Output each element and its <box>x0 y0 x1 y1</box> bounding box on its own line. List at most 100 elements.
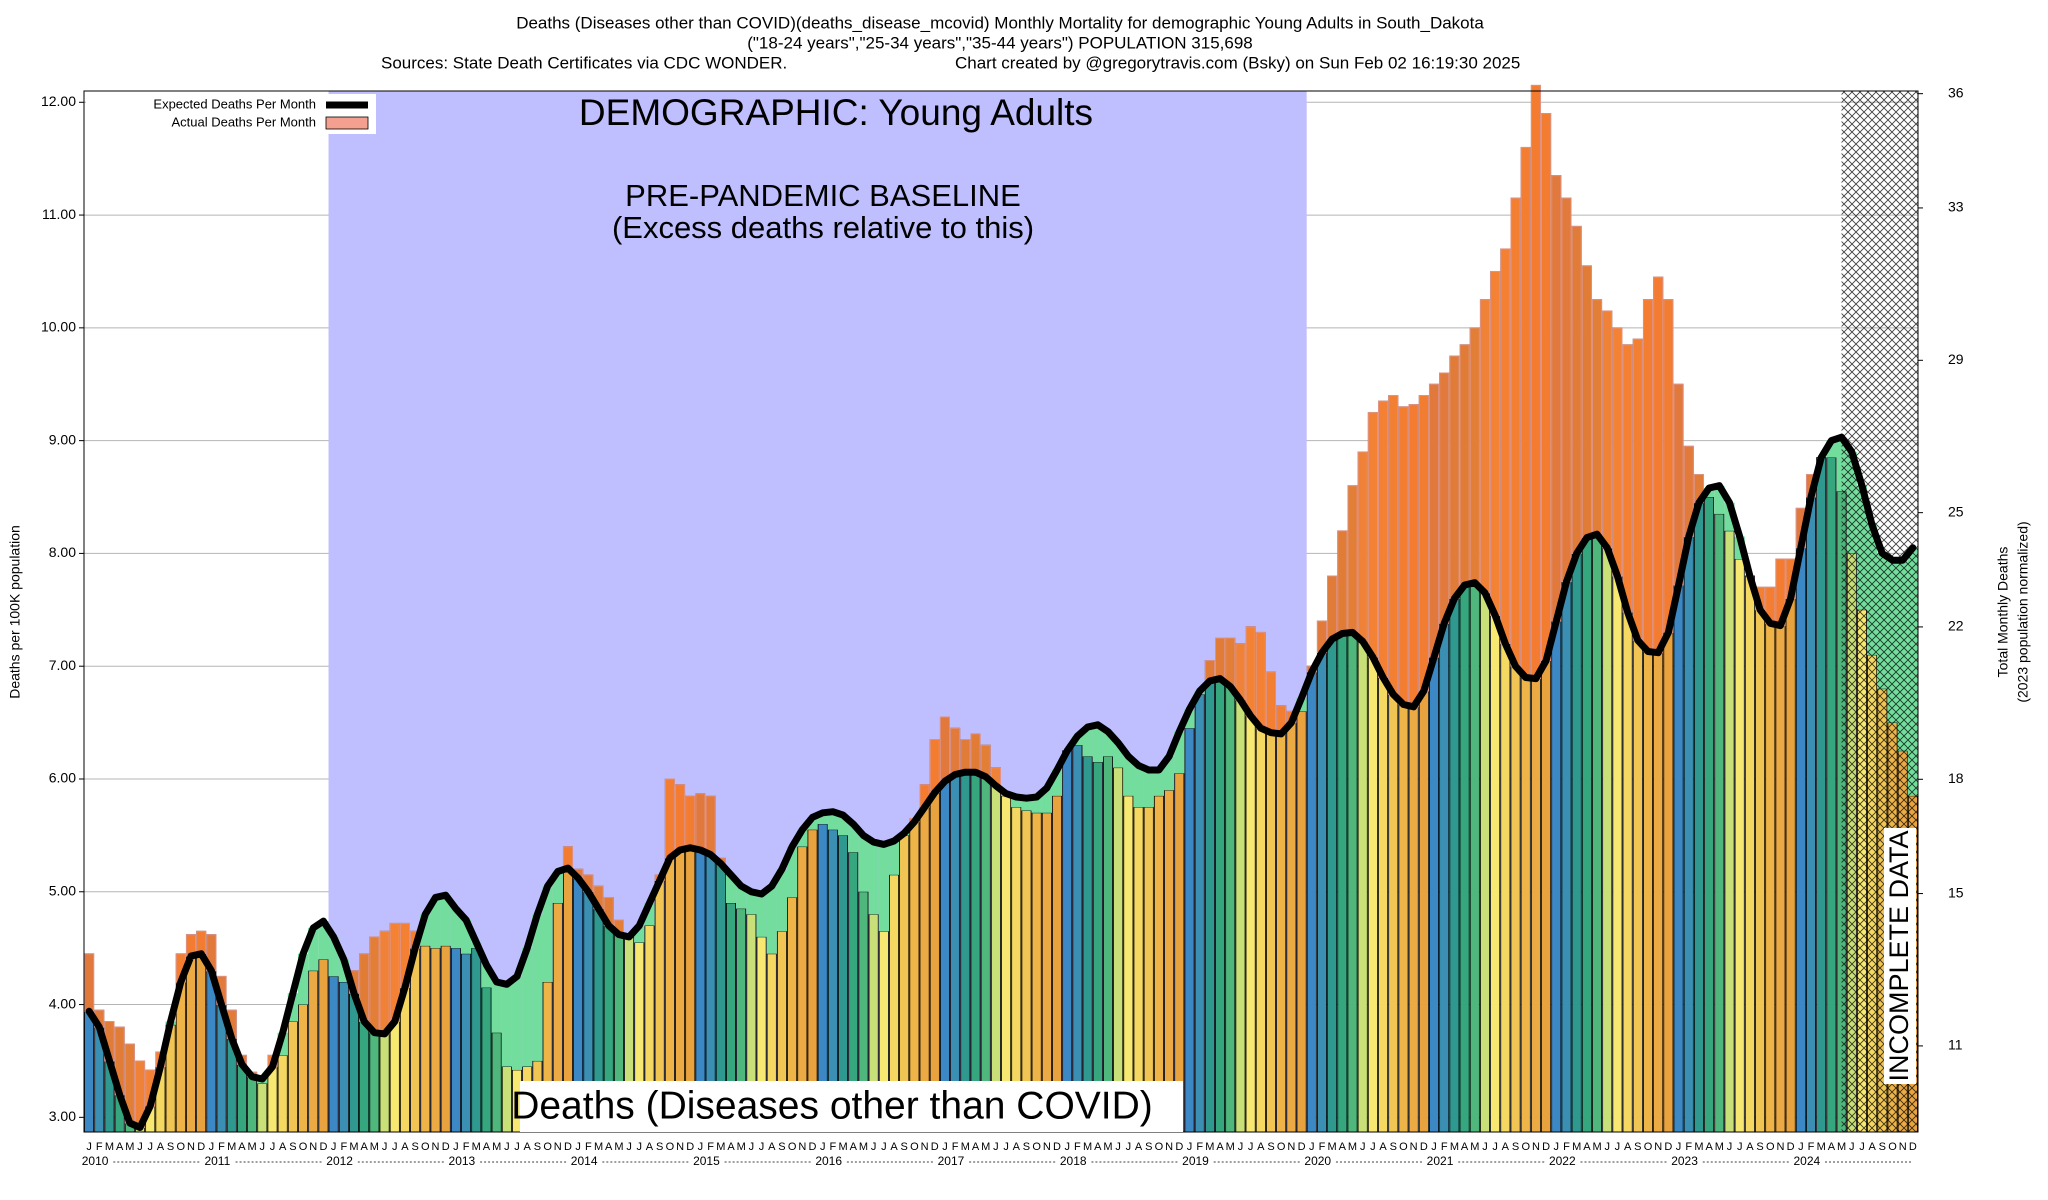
year-label: 2012 <box>326 1154 353 1168</box>
deficit-segment <box>420 914 431 946</box>
x-tick-label: J <box>331 1141 337 1153</box>
excess-segment <box>1653 276 1664 654</box>
year-label: 2023 <box>1671 1154 1698 1168</box>
excess-segment <box>1530 84 1542 680</box>
x-tick-label: J <box>1604 1141 1610 1153</box>
year-label: 2019 <box>1182 1154 1209 1168</box>
x-tick-label: J <box>382 1141 388 1153</box>
x-tick-label: J <box>1003 1141 1009 1153</box>
bar <box>1184 727 1195 1133</box>
x-tick-label: M <box>1572 1141 1581 1153</box>
x-tick-label: D <box>1542 1141 1550 1153</box>
x-tick-label: A <box>1257 1141 1265 1153</box>
deficit-segment <box>1714 485 1725 514</box>
excess-segment <box>1327 575 1338 640</box>
bar <box>1693 474 1704 1133</box>
x-tick-label: O <box>1032 1141 1041 1153</box>
x-tick-label: J <box>1248 1141 1254 1153</box>
baseline-annotation: PRE-PANDEMIC BASELINE <box>625 178 1021 213</box>
y-axis-label: Deaths per 100K population <box>7 525 23 699</box>
x-tick-label: F <box>96 1141 103 1153</box>
excess-segment <box>1479 299 1491 594</box>
bar <box>1775 558 1786 1133</box>
deficit-segment <box>817 812 828 825</box>
x-tick-label: J <box>209 1141 215 1153</box>
excess-segment <box>685 795 696 849</box>
excess-segment <box>939 716 951 782</box>
bar <box>919 784 930 1133</box>
x-tick-label: A <box>279 1141 287 1153</box>
excess-segment <box>1225 637 1236 688</box>
x-tick-label: J <box>749 1141 755 1153</box>
x-tick-label: S <box>1267 1141 1274 1153</box>
x-tick-label: D <box>809 1141 817 1153</box>
x-tick-label: M <box>594 1141 603 1153</box>
year-label: 2014 <box>571 1154 598 1168</box>
deficit-segment <box>746 891 757 915</box>
excess-segment <box>1347 485 1358 633</box>
x-tick-label: N <box>432 1141 440 1153</box>
deficit-segment <box>1184 709 1195 729</box>
excess-segment <box>1581 265 1592 539</box>
excess-segment <box>1520 146 1531 678</box>
x-tick-label: A <box>361 1141 369 1153</box>
x-tick-label: M <box>227 1141 236 1153</box>
deficit-segment <box>1153 769 1165 796</box>
bar <box>1296 710 1307 1133</box>
x-tick-label: O <box>543 1141 552 1153</box>
bar <box>1174 772 1185 1133</box>
deficit-segment <box>1133 765 1144 808</box>
deficit-segment <box>736 886 747 909</box>
bar <box>1816 457 1827 1133</box>
legend-swatch <box>325 116 369 130</box>
bar <box>1286 710 1297 1133</box>
x-tick-label: M <box>1103 1141 1112 1153</box>
deficit-segment <box>848 824 859 853</box>
x-tick-label: J <box>1859 1141 1865 1153</box>
bar <box>1306 665 1317 1133</box>
bar <box>1062 750 1073 1133</box>
excess-segment <box>1357 451 1368 642</box>
x-tick-label: M <box>716 1141 725 1153</box>
x-tick-label: A <box>1461 1141 1469 1153</box>
x-tick-label: S <box>1145 1141 1152 1153</box>
excess-segment <box>1602 310 1613 549</box>
bar <box>1806 474 1817 1133</box>
x-tick-label: D <box>1420 1141 1428 1153</box>
bar <box>1316 620 1327 1133</box>
deficit-segment <box>297 953 309 1005</box>
bar <box>1785 558 1796 1133</box>
bar <box>970 733 981 1133</box>
incomplete-box <box>1884 828 1916 1084</box>
bar <box>308 970 319 1133</box>
x-tick-label: J <box>1849 1141 1855 1153</box>
x-tick-label: J <box>942 1141 948 1153</box>
year-label: 2018 <box>1060 1154 1087 1168</box>
x-tick-label: D <box>1175 1141 1183 1153</box>
x-tick-label: O <box>1277 1141 1286 1153</box>
excess-segment <box>1408 404 1419 708</box>
bar <box>1276 705 1287 1133</box>
deficit-segment <box>1082 727 1093 757</box>
deficit-segment <box>460 919 472 954</box>
x-tick-label: M <box>1083 1141 1092 1153</box>
deficit-segment <box>491 981 502 1033</box>
x-tick-label: F <box>830 1141 837 1153</box>
x-tick-label: A <box>524 1141 532 1153</box>
x-tick-label: A <box>1135 1141 1143 1153</box>
x-tick-label: M <box>1328 1141 1337 1153</box>
x-tick-label: J <box>1187 1141 1193 1153</box>
bar <box>277 1054 288 1133</box>
demographic-annotation: DEMOGRAPHIC: Young Adults <box>579 92 1093 133</box>
x-tick-label: M <box>981 1141 990 1153</box>
deficit-segment <box>308 927 319 971</box>
x-tick-label: J <box>820 1141 826 1153</box>
excess-segment <box>1337 530 1348 634</box>
y2-tick-label: 22 <box>1948 618 1964 634</box>
bar <box>950 727 961 1133</box>
y-tick-label: 9.00 <box>49 431 76 447</box>
x-tick-label: S <box>534 1141 541 1153</box>
bar <box>1327 575 1338 1133</box>
x-tick-label: O <box>666 1141 675 1153</box>
bar <box>1102 756 1113 1133</box>
